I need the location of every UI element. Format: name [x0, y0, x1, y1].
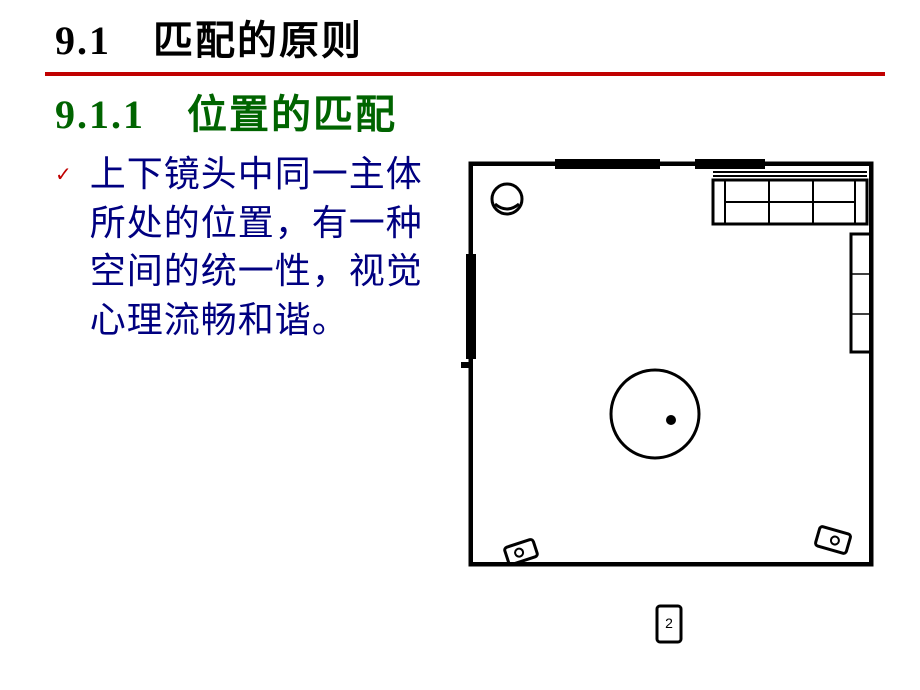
text-column: ✓ 上下镜头中同一主体所处的位置，有一种空间的统一性，视觉心理流畅和谐。 [55, 150, 455, 659]
content-row: ✓ 上下镜头中同一主体所处的位置，有一种空间的统一性，视觉心理流畅和谐。 [0, 150, 920, 659]
svg-text:2: 2 [665, 615, 673, 631]
subsection-title: 9.1.1 位置的匹配 [0, 76, 920, 150]
checkmark-icon: ✓ [55, 162, 72, 187]
bullet-item: ✓ 上下镜头中同一主体所处的位置，有一种空间的统一性，视觉心理流畅和谐。 [55, 150, 435, 344]
body-text: 上下镜头中同一主体所处的位置，有一种空间的统一性，视觉心理流畅和谐。 [90, 150, 435, 344]
diagram-column: 2 [455, 150, 885, 659]
section-title: 9.1 匹配的原则 [0, 0, 920, 72]
floorplan-diagram: 2 [455, 154, 885, 654]
